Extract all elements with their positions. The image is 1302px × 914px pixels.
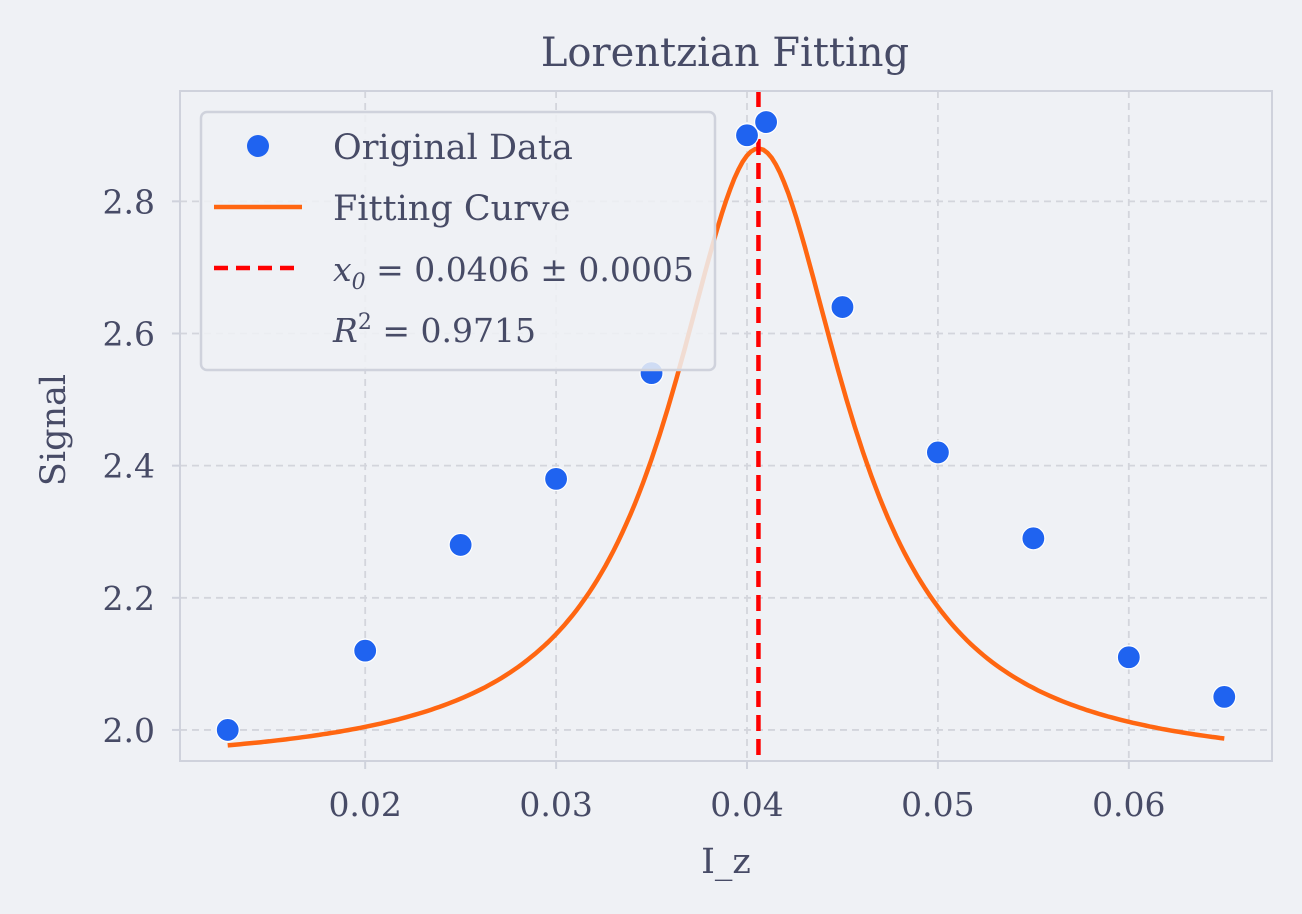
chart-title: Lorentzian Fitting	[541, 30, 909, 76]
legend-x0-value: = 0.0406 ± 0.0005	[366, 250, 694, 289]
legend-label-x0: x0 = 0.0406 ± 0.0005	[333, 250, 694, 295]
x-tick-label: 0.03	[519, 785, 592, 824]
y-tick-label: 2.8	[103, 182, 155, 221]
x-tick-label: 0.05	[901, 785, 974, 824]
fitting-curve	[227, 146, 1225, 748]
y-tick-label: 2.0	[103, 711, 155, 750]
data-point	[830, 294, 855, 320]
data-points-layer	[215, 109, 1237, 743]
legend-x0-base: x	[333, 250, 352, 289]
fitting-curve-layer	[227, 146, 1225, 748]
legend-box	[199, 110, 717, 372]
legend-r2-base: R	[332, 311, 358, 350]
y-tick-label: 2.6	[103, 314, 155, 353]
y-axis-ticks: 2.0 2.2 2.4 2.6 2.8	[103, 182, 180, 750]
data-point	[1021, 526, 1046, 551]
data-point	[215, 717, 240, 743]
x-axis-ticks: 0.02 0.03 0.04 0.05 0.06	[328, 761, 1166, 824]
x-tick-label: 0.04	[710, 785, 783, 824]
legend-label-fitting-curve: Fitting Curve	[333, 189, 570, 229]
data-point	[543, 466, 569, 491]
legend-r2-sup: 2	[358, 310, 372, 335]
y-tick-label: 2.2	[103, 579, 155, 618]
y-axis-label: Signal	[34, 374, 74, 486]
data-point	[353, 638, 378, 663]
x-tick-label: 0.02	[328, 785, 401, 824]
data-point	[925, 440, 951, 465]
legend-r2-value: = 0.9715	[372, 311, 536, 350]
legend-x0-sub: 0	[352, 270, 366, 295]
y-tick-label: 2.4	[103, 447, 155, 486]
plot-frame	[179, 90, 1273, 762]
legend-label-r2: R2 = 0.9715	[332, 310, 536, 350]
x-axis-label: I_z	[701, 842, 751, 882]
data-point	[753, 109, 779, 135]
data-point	[1212, 684, 1237, 710]
data-point	[1116, 645, 1141, 670]
data-point	[448, 532, 473, 558]
data-point	[734, 123, 760, 148]
legend-label-original-data: Original Data	[333, 128, 573, 168]
legend-marker-original-data	[247, 135, 269, 157]
legend: Original Data Fitting Curve x0 = 0.0406 …	[199, 110, 717, 372]
x-tick-label: 0.06	[1092, 785, 1165, 824]
